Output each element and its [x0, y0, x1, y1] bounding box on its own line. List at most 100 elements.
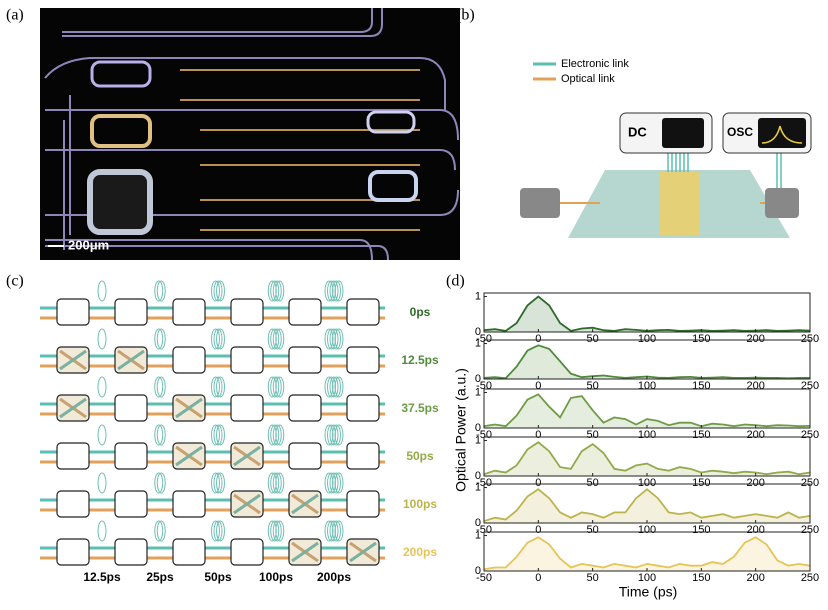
area	[484, 489, 810, 523]
x-tick-label: 0	[535, 524, 541, 536]
switch	[172, 538, 206, 566]
delay-loop	[154, 376, 164, 398]
delay-loop	[270, 280, 280, 302]
delay-loop	[272, 424, 282, 446]
x-tick-label: 0	[535, 572, 541, 584]
x-tick-label: 50	[587, 429, 599, 441]
switch	[346, 298, 380, 326]
x-tick-label: 250	[801, 429, 819, 441]
x-tick-label: 200	[746, 380, 764, 392]
row-label: 12.5ps	[401, 353, 439, 367]
x-tick-label: 50	[587, 333, 599, 345]
delay-loop	[329, 520, 339, 542]
stage-label: 12.5ps	[83, 570, 121, 584]
delay-loop	[332, 280, 341, 302]
delay-loop	[272, 328, 282, 350]
delay-loop	[156, 520, 166, 542]
y-tick-label: 1	[475, 434, 481, 446]
delay-loop	[97, 328, 107, 350]
x-tick-label: 150	[692, 477, 710, 489]
x-tick-label: -50	[476, 333, 492, 345]
x-tick-label: -50	[476, 477, 492, 489]
switch	[172, 346, 206, 374]
delay-loop	[154, 328, 164, 350]
switch	[346, 346, 380, 374]
delay-loop	[275, 280, 285, 302]
delay-loop	[213, 328, 223, 350]
x-tick-label: 0	[535, 429, 541, 441]
delay-loop	[275, 328, 285, 350]
panel-label: (c)	[6, 273, 24, 290]
delay-loop	[272, 520, 282, 542]
delay-loop	[211, 376, 220, 398]
osc-label: OSC	[727, 125, 753, 139]
switch	[230, 538, 264, 566]
x-tick-label: 100	[638, 380, 656, 392]
switch	[114, 538, 148, 566]
x-tick-label: 100	[638, 524, 656, 536]
y-axis-label: Optical Power (a.u.)	[453, 368, 469, 492]
x-tick-label: 100	[638, 333, 656, 345]
delay-loop	[334, 424, 344, 446]
stage-label: 25ps	[146, 570, 174, 584]
delay-loop	[329, 280, 339, 302]
row-label: 100ps	[403, 497, 437, 511]
stage-label: 50ps	[204, 570, 232, 584]
delay-loop	[156, 424, 166, 446]
cross	[233, 445, 261, 467]
delay-loop	[329, 472, 339, 494]
y-tick-label: 0	[475, 565, 481, 577]
delay-loop	[216, 520, 225, 542]
delay-loop	[97, 520, 107, 542]
cross	[291, 493, 319, 515]
switch	[230, 346, 264, 374]
x-tick-label: 200	[746, 333, 764, 345]
delay-loop	[332, 376, 341, 398]
x-tick-label: 50	[587, 380, 599, 392]
switch	[288, 442, 322, 470]
x-tick-label: 200	[746, 477, 764, 489]
delay-loop	[270, 328, 280, 350]
delay-loop	[334, 520, 344, 542]
delay-loop	[97, 280, 107, 302]
x-tick-label: 250	[801, 333, 819, 345]
x-tick-label: 150	[692, 429, 710, 441]
delay-loop	[211, 424, 220, 446]
delay-loop	[213, 424, 223, 446]
x-tick-label: 200	[746, 429, 764, 441]
delay-loop	[334, 280, 344, 302]
pulse-line	[483, 441, 811, 476]
switch	[56, 490, 90, 518]
delay-loop	[275, 520, 285, 542]
delay-loop	[154, 424, 164, 446]
delay-loop	[275, 472, 285, 494]
x-tick-label: -50	[476, 429, 492, 441]
legend-label: Electronic link	[561, 58, 629, 70]
delay-loop	[216, 424, 225, 446]
switch	[114, 490, 148, 518]
x-tick-label: 50	[587, 524, 599, 536]
x-tick-label: 0	[535, 477, 541, 489]
delay-loop	[211, 280, 220, 302]
y-tick-label: 1	[475, 481, 481, 493]
cross	[59, 397, 87, 419]
y-tick-label: 0	[475, 422, 481, 434]
area	[484, 296, 810, 332]
switch	[56, 442, 90, 470]
delay-loop	[275, 376, 285, 398]
delay-loop	[334, 328, 344, 350]
delay-loop	[211, 520, 220, 542]
area	[484, 345, 810, 379]
delay-loop	[154, 472, 164, 494]
x-tick-label: 100	[638, 572, 656, 584]
delay-loop	[329, 328, 339, 350]
panel-label: (a)	[6, 7, 24, 24]
delay-loop	[97, 472, 107, 494]
row-label: 200ps	[403, 545, 437, 559]
delay-loop	[97, 376, 107, 398]
y-tick-label: 1	[475, 386, 481, 398]
y-tick-label: 1	[475, 337, 481, 349]
delay-loop	[213, 376, 223, 398]
